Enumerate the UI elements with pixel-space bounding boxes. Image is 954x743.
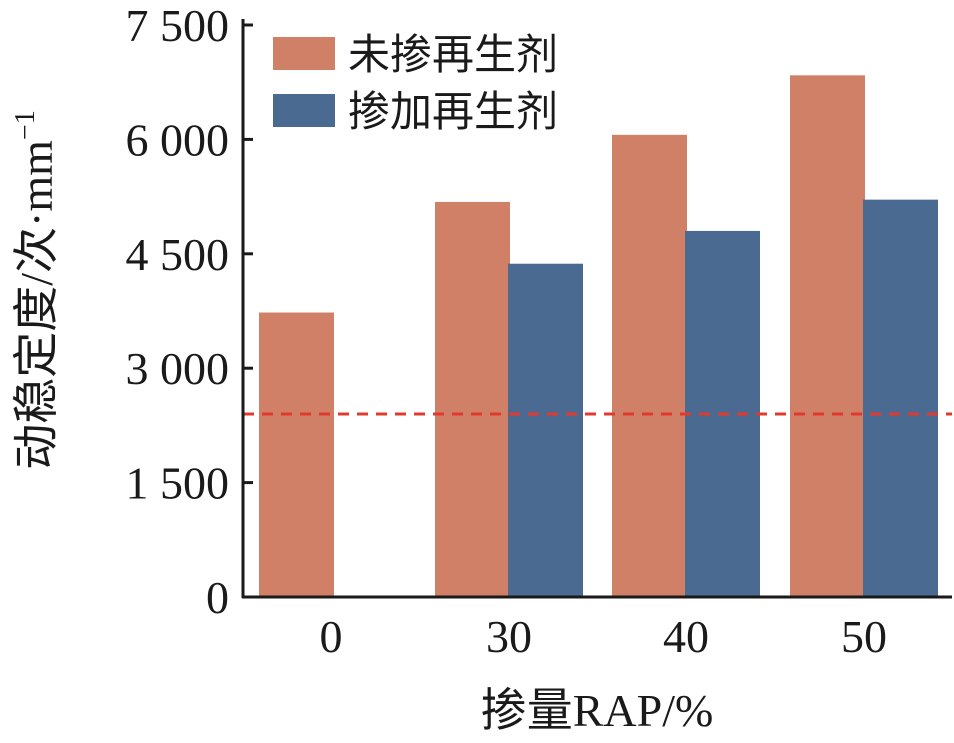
y-tick-label: 6 000	[126, 114, 230, 165]
legend-swatch-with-rejuvenator	[273, 94, 335, 127]
y-axis-label: 动稳定度/次·mm−1	[10, 110, 62, 469]
y-tick-label: 4 500	[126, 229, 230, 280]
bar-with-rejuvenator-30	[508, 263, 583, 597]
x-tick-label: 50	[841, 611, 887, 662]
x-tick-label: 0	[320, 611, 343, 662]
legend-label-with-rejuvenator: 掺加再生剂	[348, 89, 558, 136]
y-tick-label: 3 000	[126, 343, 230, 394]
x-axis-label: 掺量RAP/%	[481, 685, 714, 736]
legend-label-no-rejuvenator: 未掺再生剂	[348, 32, 558, 79]
x-tick-label: 40	[663, 611, 709, 662]
bar-no-rejuvenator-40	[612, 134, 687, 597]
y-axis-label-superscript: −1	[10, 110, 41, 140]
y-tick-label: 1 500	[126, 458, 230, 509]
bars-group	[259, 75, 938, 598]
bar-no-rejuvenator-50	[790, 75, 865, 597]
bar-with-rejuvenator-50	[863, 199, 938, 597]
x-ticks-group: 0 30 40 50	[320, 611, 888, 662]
y-ticks-group: 0 1 500 3 000 4 500 6 000 7 500	[126, 0, 253, 623]
legend-swatch-no-rejuvenator	[273, 37, 335, 70]
bar-no-rejuvenator-30	[435, 201, 510, 597]
y-axis-label-main: 动稳定度/次·mm	[11, 140, 62, 470]
axes-group	[241, 19, 952, 599]
x-tick-label: 30	[486, 611, 532, 662]
y-tick-label: 0	[206, 572, 229, 623]
bar-no-rejuvenator-0	[259, 312, 334, 597]
y-tick-label: 7 500	[126, 0, 230, 51]
